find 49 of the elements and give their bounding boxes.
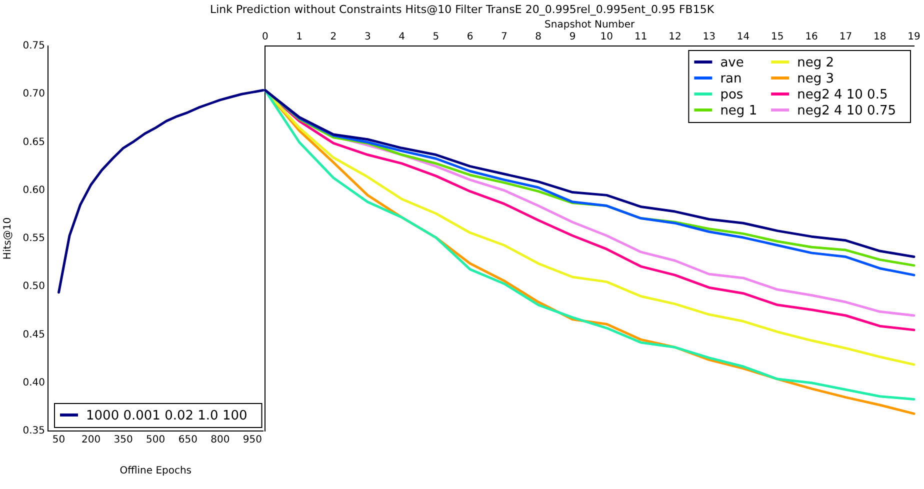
x-tick-label: 12 <box>668 32 682 43</box>
x-tick-label: 0 <box>262 32 268 43</box>
x-tick-label: 950 <box>242 434 262 446</box>
text: Link Prediction without Constraints Hits@10 Filter TransE 20_0.995rel_0.995ent_0.95 FB15K <box>208 3 716 16</box>
y-tick-label: 0.65 <box>22 136 45 148</box>
x-tick-label: 650 <box>178 434 198 446</box>
x-tick-label: 1 <box>296 32 303 43</box>
x-axis-title: Offline Epochs <box>120 466 192 477</box>
x-tick-label: 17 <box>839 32 852 43</box>
x-tick-label: 4 <box>398 32 405 43</box>
x-tick-label: 8 <box>535 32 542 43</box>
legend-label: pos <box>720 87 744 102</box>
y-tick-label: 0.75 <box>22 40 45 52</box>
legend-label: neg2 4 10 0.75 <box>797 103 896 118</box>
x-tick-label: 19 <box>908 32 920 43</box>
x-tick-label: 13 <box>702 32 716 43</box>
x-tick-label: 11 <box>634 32 648 43</box>
legend-label: neg2 4 10 0.5 <box>797 87 888 102</box>
x-tick-label: 14 <box>736 32 750 43</box>
legend-label: neg 1 <box>720 103 758 118</box>
y-tick-label: 0.40 <box>22 377 45 388</box>
x-tick-label: 3 <box>364 32 371 43</box>
legend-label: 1000 0.001 0.02 1.0 100 <box>86 408 248 424</box>
x-tick-label: 16 <box>805 32 818 43</box>
x-tick-label: 2 <box>330 32 337 43</box>
x-tick-label: 15 <box>771 32 784 43</box>
x-tick-label: 18 <box>873 32 886 43</box>
legend-label: ran <box>720 71 742 86</box>
x-tick-label: 500 <box>146 434 166 446</box>
x-tick-label: 200 <box>81 434 101 446</box>
x-axis-title: Snapshot Number <box>544 20 636 31</box>
y-tick-label: 0.70 <box>22 88 45 100</box>
x-tick-label: 9 <box>569 32 576 43</box>
x-tick-label: 800 <box>210 434 230 446</box>
y-tick-label: 0.45 <box>22 329 45 340</box>
y-tick-label: 0.35 <box>22 426 45 437</box>
legend-label: ave <box>720 55 744 70</box>
y-tick-label: 0.60 <box>22 184 45 196</box>
y-tick-label: 0.50 <box>22 281 45 292</box>
x-tick-label: 10 <box>600 32 614 43</box>
x-tick-label: 6 <box>466 32 474 43</box>
legend-label: neg 3 <box>797 71 834 86</box>
x-tick-label: 7 <box>501 32 508 43</box>
x-tick-label: 350 <box>114 434 133 446</box>
y-axis-title: Hits@10 <box>2 217 14 260</box>
x-tick-label: 50 <box>52 434 66 446</box>
legend-label: neg 2 <box>797 55 834 70</box>
x-tick-label: 5 <box>432 32 440 43</box>
y-tick-label: 0.55 <box>22 233 45 244</box>
